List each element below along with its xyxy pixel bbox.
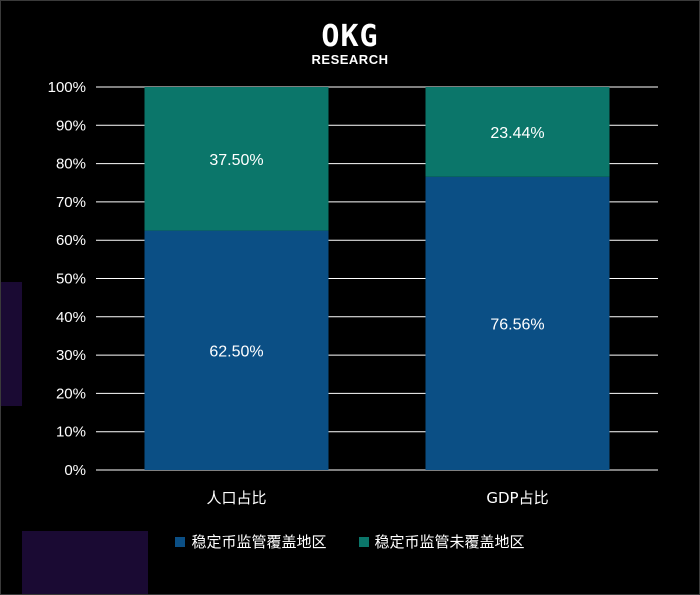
y-tick-label: 70% <box>56 194 86 211</box>
decorative-panel-bottom <box>22 531 148 595</box>
legend-label: 稳定币监管未覆盖地区 <box>374 533 525 551</box>
y-tick-label: 0% <box>64 462 86 479</box>
y-tick-label: 50% <box>56 271 86 288</box>
y-tick-label: 60% <box>56 232 86 249</box>
y-tick-label: 10% <box>56 424 86 441</box>
y-tick-label: 100% <box>48 79 86 96</box>
logo-mark: OKG <box>321 19 379 54</box>
brand-logo: OKG RESEARCH <box>0 19 700 68</box>
x-category-label: GDP占比 <box>486 489 548 507</box>
legend-item: 稳定币监管未覆盖地区 <box>358 531 525 552</box>
y-tick-label: 30% <box>56 347 86 364</box>
legend-swatch <box>358 536 369 547</box>
bar-segment <box>425 87 610 177</box>
bar-segment <box>144 87 329 231</box>
bar-segment <box>144 230 329 470</box>
chart-legend: 稳定币监管覆盖地区 稳定币监管未覆盖地区 <box>0 531 700 552</box>
bar-segment <box>425 176 610 470</box>
y-tick-label: 80% <box>56 156 86 173</box>
data-label: 62.50% <box>209 343 263 360</box>
data-label: 76.56% <box>490 316 544 333</box>
y-tick-label: 40% <box>56 309 86 326</box>
y-tick-label: 90% <box>56 117 86 134</box>
legend-label: 稳定币监管覆盖地区 <box>191 533 327 551</box>
logo-text: RESEARCH <box>311 52 389 67</box>
x-category-label: 人口占比 <box>206 489 266 507</box>
legend-item: 稳定币监管覆盖地区 <box>175 531 327 552</box>
data-label: 37.50% <box>209 152 263 169</box>
legend-swatch <box>175 536 186 547</box>
y-tick-label: 20% <box>56 385 86 402</box>
decorative-panel-left <box>0 282 22 406</box>
data-label: 23.44% <box>490 125 544 142</box>
